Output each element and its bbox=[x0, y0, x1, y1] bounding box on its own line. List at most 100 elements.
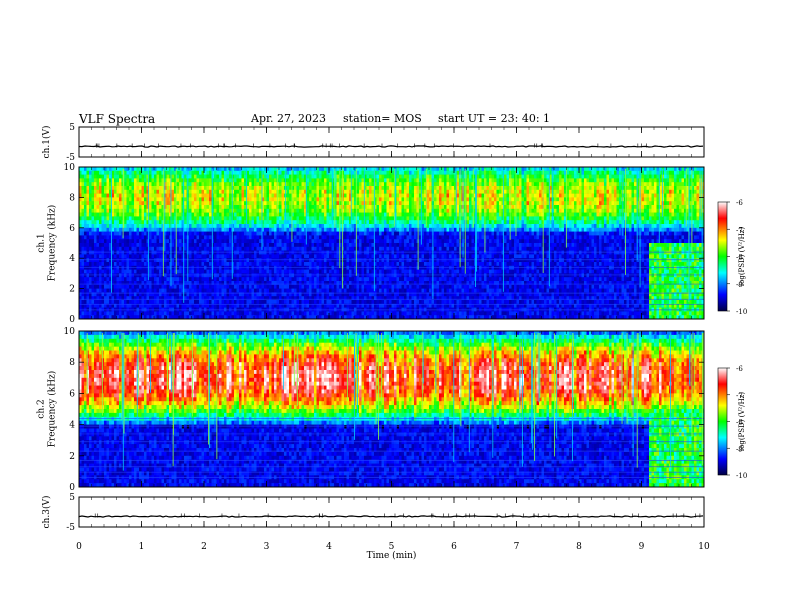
spectrogram-cell bbox=[119, 205, 122, 210]
spectrogram-cell bbox=[106, 235, 110, 240]
spectrogram-cell bbox=[121, 277, 125, 282]
spectrogram-cell bbox=[339, 254, 342, 259]
spectrogram-cell bbox=[316, 205, 320, 210]
spectrogram-cell bbox=[304, 178, 307, 183]
spectrogram-cell bbox=[124, 235, 127, 240]
spectrogram-cell bbox=[116, 292, 120, 297]
spectrogram-cell bbox=[144, 277, 147, 282]
spectrogram-cell bbox=[136, 292, 140, 297]
spectrogram-cell bbox=[259, 174, 262, 179]
spectrogram-cell bbox=[286, 269, 290, 274]
spectrogram-cell bbox=[301, 281, 305, 286]
spectrogram-cell bbox=[136, 254, 140, 259]
spectrogram-cell bbox=[146, 231, 150, 236]
spectrogram-cell bbox=[244, 273, 247, 278]
spectrogram-cell bbox=[236, 277, 240, 282]
spectrogram-cell bbox=[254, 250, 257, 255]
spectrogram-cell bbox=[186, 284, 190, 289]
spectrogram-cell bbox=[106, 186, 110, 191]
spectrogram-cell bbox=[371, 186, 375, 191]
spectrogram-cell bbox=[211, 220, 215, 225]
spectrogram-cell bbox=[366, 284, 370, 289]
spectrogram-cell bbox=[356, 235, 360, 240]
spectrogram-cell bbox=[364, 178, 367, 183]
spectrogram-cell bbox=[346, 311, 350, 316]
spectrogram-cell bbox=[151, 239, 155, 244]
spectrogram-cell bbox=[291, 273, 295, 278]
spectrogram-cell bbox=[174, 212, 177, 217]
spectrogram-cell bbox=[271, 258, 275, 263]
spectrogram-cell bbox=[81, 281, 85, 286]
spectrogram-cell bbox=[201, 189, 205, 194]
spectrogram-cell bbox=[301, 246, 305, 251]
spectrogram-cell bbox=[196, 216, 200, 221]
spectrogram-cell bbox=[136, 243, 140, 248]
spectrogram-cell bbox=[334, 189, 337, 194]
spectrogram-cell bbox=[329, 227, 332, 232]
spectrogram-cell bbox=[216, 216, 220, 221]
spectrogram-cell bbox=[126, 235, 130, 240]
spectrogram-cell bbox=[326, 216, 330, 221]
spectrogram-cell bbox=[229, 273, 232, 278]
spectrogram-cell bbox=[376, 224, 380, 229]
spectrogram-cell bbox=[229, 254, 232, 259]
spectrogram-cell bbox=[301, 182, 305, 187]
spectrogram-cell bbox=[96, 205, 100, 210]
spectrogram-cell bbox=[351, 288, 355, 293]
spectrogram-cell bbox=[311, 277, 315, 282]
spectrogram-cell bbox=[286, 296, 290, 301]
spectrogram-cell bbox=[271, 216, 275, 221]
spectrogram-cell bbox=[111, 246, 115, 251]
spectrogram-cell bbox=[326, 254, 330, 259]
spectrogram-cell bbox=[161, 288, 165, 293]
spectrogram-cell bbox=[156, 273, 160, 278]
spectrogram-cell bbox=[241, 284, 245, 289]
spectrogram-cell bbox=[346, 243, 350, 248]
spectrogram-cell bbox=[276, 284, 280, 289]
spectrogram-cell bbox=[304, 182, 307, 187]
spectrogram-cell bbox=[374, 189, 377, 194]
spectrogram-cell bbox=[324, 231, 327, 236]
spectrogram-cell bbox=[301, 254, 305, 259]
spectrogram-cell bbox=[221, 254, 225, 259]
spectrogram-cell bbox=[314, 212, 317, 217]
spectrogram-cell bbox=[116, 212, 120, 217]
spectrogram-cell bbox=[274, 292, 277, 297]
spectrogram-cell bbox=[179, 193, 182, 198]
spectrogram-cell bbox=[376, 269, 380, 274]
spectrogram-cell bbox=[219, 216, 222, 221]
spectrogram-cell bbox=[131, 254, 135, 259]
spectrogram-cell bbox=[91, 273, 95, 278]
spectrogram-cell bbox=[194, 189, 197, 194]
spectrogram-cell bbox=[149, 284, 152, 289]
spectrogram-cell bbox=[196, 231, 200, 236]
spectrogram-cell bbox=[314, 193, 317, 198]
spectrogram-cell bbox=[224, 193, 227, 198]
spectrogram-cell bbox=[286, 235, 290, 240]
spectrogram-cell bbox=[296, 178, 300, 183]
spectrogram-cell bbox=[166, 220, 170, 225]
spectrogram-cell bbox=[306, 281, 310, 286]
spectrogram-cell bbox=[171, 284, 175, 289]
spectrogram-cell bbox=[161, 281, 165, 286]
spectrogram-cell bbox=[189, 239, 192, 244]
spectrogram-cell bbox=[179, 167, 182, 172]
spectrogram-cell bbox=[234, 296, 237, 301]
spectrogram-cell bbox=[364, 262, 367, 267]
spectrogram-cell bbox=[284, 231, 287, 236]
spectrogram-cell bbox=[289, 224, 292, 229]
spectrogram-cell bbox=[184, 216, 187, 221]
spectrogram-cell bbox=[349, 281, 352, 286]
spectrogram-cell bbox=[266, 167, 270, 172]
spectrogram-cell bbox=[176, 250, 180, 255]
spectrogram-cell bbox=[326, 201, 330, 206]
spectrogram-cell bbox=[86, 284, 90, 289]
spectrogram-cell bbox=[299, 182, 302, 187]
spectrogram-cell bbox=[366, 231, 370, 236]
spectrogram-cell bbox=[129, 174, 132, 179]
spectrogram-cell bbox=[219, 262, 222, 267]
spectrogram-cell bbox=[209, 273, 212, 278]
spectrogram-cell bbox=[199, 315, 202, 320]
spectrogram-cell bbox=[339, 303, 342, 308]
spectrogram-cell bbox=[199, 205, 202, 210]
